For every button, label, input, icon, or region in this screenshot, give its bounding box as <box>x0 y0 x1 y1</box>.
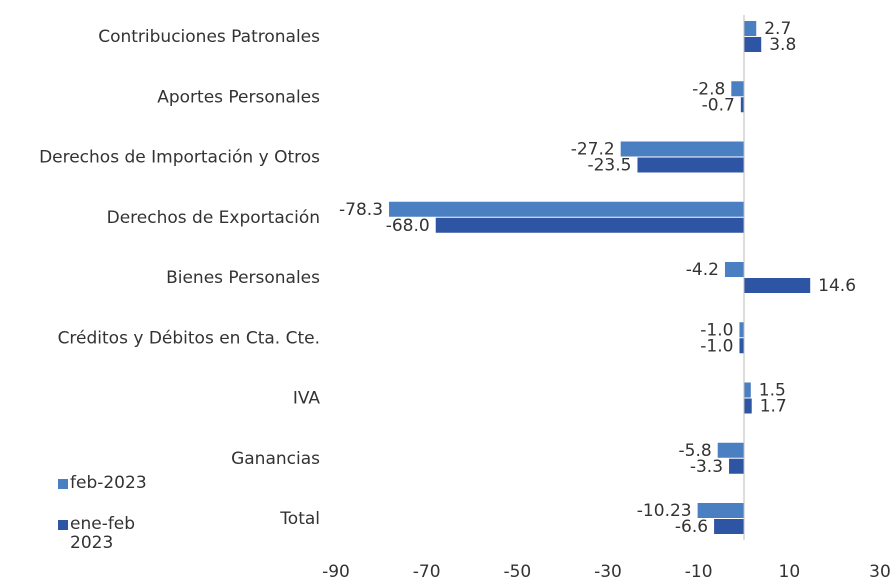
data-label: -27.2 <box>571 140 615 160</box>
x-tick-label: -90 <box>322 562 350 582</box>
legend-label: ene-feb 2023 <box>70 514 136 553</box>
legend: feb-2023 ene-feb 2023 <box>58 474 158 575</box>
bar <box>739 338 744 354</box>
bar <box>637 157 744 173</box>
y-tick-label: Bienes Personales <box>166 268 320 288</box>
bar <box>731 81 744 97</box>
y-tick-label: Derechos de Importación y Otros <box>39 148 320 168</box>
data-label: -3.3 <box>690 457 723 477</box>
bar <box>739 322 744 338</box>
bar <box>744 398 752 414</box>
bar <box>714 519 744 534</box>
data-label: -4.2 <box>686 260 719 280</box>
y-tick-label: Total <box>279 509 320 529</box>
data-label: -0.7 <box>702 95 735 115</box>
x-tick-label: 30 <box>869 562 891 582</box>
data-label: -6.6 <box>675 517 708 537</box>
x-tick-label: 10 <box>779 562 801 582</box>
y-tick-label: Derechos de Exportación <box>107 208 320 228</box>
legend-swatch <box>58 479 68 489</box>
x-tick-label: -30 <box>594 562 622 582</box>
bar <box>744 37 762 52</box>
x-tick-label: -70 <box>413 562 441 582</box>
data-label: 2.7 <box>764 19 791 39</box>
data-label: -1.0 <box>700 336 733 356</box>
data-label: -2.8 <box>692 79 725 99</box>
data-label: 14.6 <box>818 276 856 296</box>
data-label: -78.3 <box>339 200 383 220</box>
data-label: 1.5 <box>759 381 786 401</box>
bar <box>744 21 757 36</box>
legend-item: feb-2023 <box>58 474 158 493</box>
data-label: -68.0 <box>386 216 430 236</box>
data-label: 3.8 <box>769 35 796 55</box>
data-label: -1.0 <box>700 320 733 340</box>
x-tick-label: -50 <box>503 562 531 582</box>
bar <box>697 503 744 518</box>
legend-swatch <box>58 520 68 530</box>
bar <box>389 201 744 217</box>
x-tick-label: -10 <box>685 562 713 582</box>
legend-label: feb-2023 <box>70 473 147 493</box>
bar <box>729 458 744 474</box>
y-tick-label: IVA <box>293 389 321 409</box>
legend-item: ene-feb 2023 <box>58 515 158 553</box>
y-tick-label: Ganancias <box>231 449 320 469</box>
bar <box>740 97 744 113</box>
bar <box>724 262 744 277</box>
y-tick-label: Contribuciones Patronales <box>98 27 320 47</box>
y-tick-label: Créditos y Débitos en Cta. Cte. <box>58 328 320 348</box>
bar <box>620 141 744 157</box>
bar <box>717 442 744 458</box>
bar <box>744 278 811 293</box>
y-tick-label: Aportes Personales <box>157 87 320 107</box>
bar <box>435 217 744 233</box>
data-label: 1.7 <box>760 397 787 417</box>
data-label: -5.8 <box>679 441 712 461</box>
data-label: -23.5 <box>587 156 631 176</box>
data-label: -10.23 <box>637 501 692 521</box>
bar <box>744 382 751 398</box>
